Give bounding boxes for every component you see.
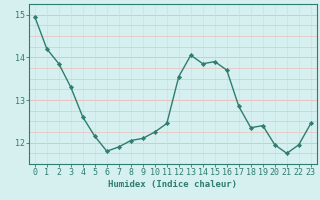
X-axis label: Humidex (Indice chaleur): Humidex (Indice chaleur)	[108, 180, 237, 189]
